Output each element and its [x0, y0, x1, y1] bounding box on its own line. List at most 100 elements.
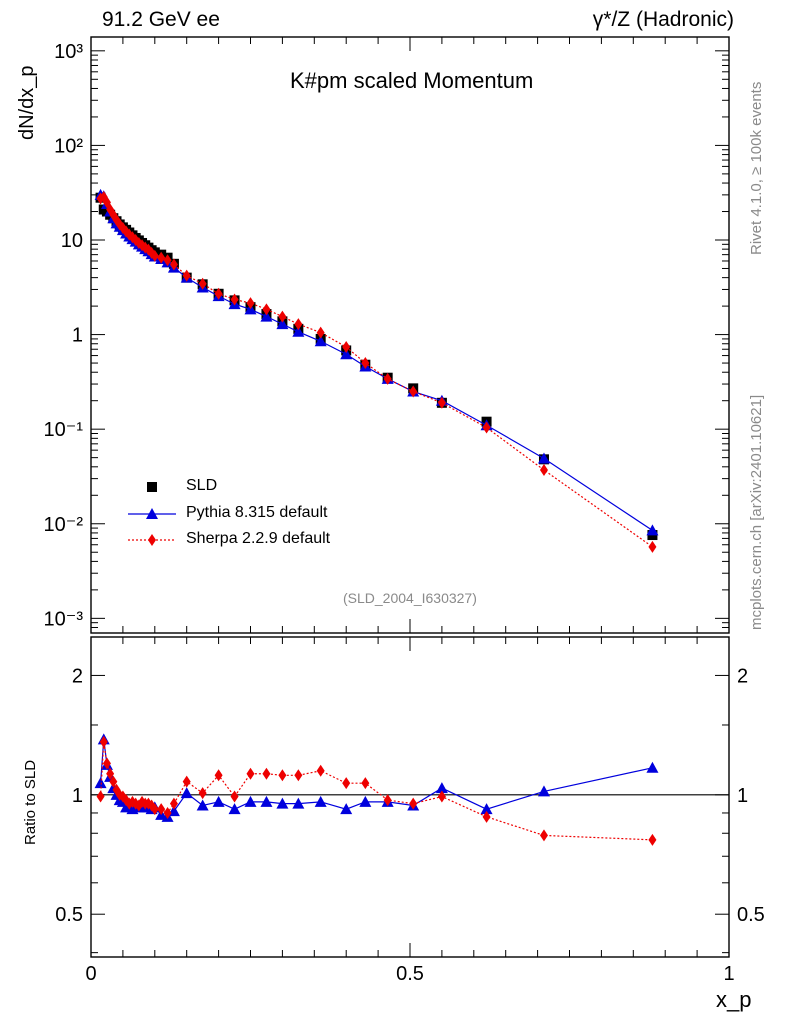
main-sherpa-point: [214, 287, 223, 300]
ratio-y-tick-label: 0.5: [55, 904, 83, 926]
analysis-tag: (SLD_2004_I630327): [343, 590, 477, 606]
main-sherpa-point: [383, 372, 392, 385]
y-tick-label: 10⁻²: [44, 514, 84, 536]
ratio-sherpa-point: [383, 794, 392, 807]
main-sherpa-point: [198, 277, 207, 290]
main-pythia-point: [292, 325, 305, 337]
ratio-pythia-line: [99, 739, 653, 818]
ratio-sherpa-point: [246, 767, 255, 780]
ratio-pythia-point: [180, 787, 193, 799]
energy-label: 91.2 GeV ee: [102, 8, 220, 31]
main-sherpa-line: [100, 196, 653, 548]
ratio-pythia-point: [340, 803, 353, 815]
ratio-sherpa-point: [106, 767, 115, 780]
ratio-sherpa-point: [539, 829, 548, 842]
main-sherpa-point: [230, 293, 239, 306]
ratio-pythia-point: [212, 795, 225, 807]
ratio-sherpa-point: [361, 777, 370, 790]
main-sherpa-point: [361, 357, 370, 370]
y-tick-label: 10²: [54, 135, 83, 157]
ratio-pythia-point: [260, 795, 273, 807]
ratio-sherpa-line: [99, 741, 653, 841]
main-pythia-point: [537, 452, 550, 464]
ratio-sherpa-point: [409, 797, 418, 810]
main-sherpa-point: [157, 251, 166, 264]
ratio-y-tick-label: 1: [72, 785, 83, 807]
ratio-sherpa-point: [342, 777, 351, 790]
main-sherpa-point: [539, 464, 548, 477]
ratio-pythia-point: [292, 797, 305, 809]
ratio-y-tick-label-right: 2: [737, 665, 748, 687]
main-pythia-point: [260, 310, 273, 322]
main-pythia-point: [314, 335, 327, 347]
ratio-pythia-point: [359, 795, 372, 807]
main-sherpa-point: [163, 254, 172, 267]
ratio-sherpa-point: [99, 735, 108, 748]
ratio-pythia-point: [94, 777, 107, 789]
main-sherpa-point: [482, 421, 491, 434]
ratio-sherpa-point: [482, 810, 491, 823]
legend-label-sherpa: Sherpa 2.2.9 default: [186, 530, 331, 547]
ratio-sherpa-point: [157, 803, 166, 816]
ratio-sherpa-point: [294, 769, 303, 782]
process-label: γ*/Z (Hadronic): [592, 8, 734, 31]
ratio-sherpa-point: [163, 806, 172, 819]
y-tick-label: 10³: [54, 41, 83, 63]
ratio-y-tick-label-right: 1: [737, 785, 748, 807]
ratio-sherpa-point: [437, 790, 446, 803]
main-sherpa-point: [150, 249, 159, 262]
legend-label-pythia: Pythia 8.315 default: [186, 504, 328, 521]
ratio-sherpa-point: [316, 764, 325, 777]
main-pythia-point: [340, 348, 353, 360]
ratio-sherpa-point: [262, 767, 271, 780]
y-tick-label: 10⁻¹: [44, 419, 84, 441]
ratio-pythia-point: [196, 799, 209, 811]
ratio-sherpa-point: [278, 769, 287, 782]
main-sherpa-point: [278, 310, 287, 323]
ratio-sherpa-point: [96, 790, 105, 803]
main-pythia-point: [646, 524, 659, 536]
y-tick-label: 1: [72, 325, 83, 347]
ratio-sherpa-point: [169, 797, 178, 810]
ratio-pythia-point: [537, 785, 550, 797]
main-sherpa-point: [437, 396, 446, 409]
main-sherpa-point: [316, 326, 325, 339]
legend-label-sld: SLD: [186, 477, 218, 494]
x-tick-label: 0.5: [396, 963, 424, 985]
legend-sherpa-marker: [148, 534, 156, 546]
main-sherpa-point: [342, 340, 351, 353]
main-sherpa-point: [294, 318, 303, 331]
ratio-sherpa-point: [150, 803, 159, 816]
main-pythia-point: [276, 318, 289, 330]
ratio-pythia-point: [228, 803, 241, 815]
ratio-y-tick-label-right: 0.5: [737, 904, 765, 926]
ratio-pythia-point: [276, 797, 289, 809]
main-sherpa-point: [169, 258, 178, 271]
x-tick-label: 1: [723, 963, 734, 985]
main-sherpa-point: [262, 303, 271, 316]
main-sherpa-point: [246, 297, 255, 310]
ratio-pythia-point: [314, 795, 327, 807]
ratio-sherpa-point: [198, 787, 207, 800]
ratio-sherpa-point: [109, 775, 118, 788]
ratio-pythia-point: [244, 795, 257, 807]
ratio-sherpa-point: [230, 790, 239, 803]
main-sherpa-point: [409, 385, 418, 398]
ratio-pythia-point: [435, 782, 448, 794]
legend-sld-marker: [147, 482, 157, 492]
ratio-pythia-point: [646, 761, 659, 773]
x-tick-label: 0: [85, 963, 96, 985]
ratio-sherpa-point: [214, 769, 223, 782]
ratio-sherpa-point: [102, 757, 111, 770]
ratio-sherpa-point: [182, 775, 191, 788]
ratio-pythia-point: [480, 803, 493, 815]
x-axis-label: x_p: [716, 987, 752, 1012]
ratio-sherpa-point: [648, 833, 657, 846]
main-sherpa-point: [182, 269, 191, 282]
plot-title: K#pm scaled Momentum: [290, 68, 534, 93]
main-plot-frame: [90, 36, 730, 634]
main-sherpa-point: [648, 540, 657, 553]
y-tick-label: 10⁻³: [44, 608, 84, 630]
main-sherpa-point: [147, 246, 156, 259]
